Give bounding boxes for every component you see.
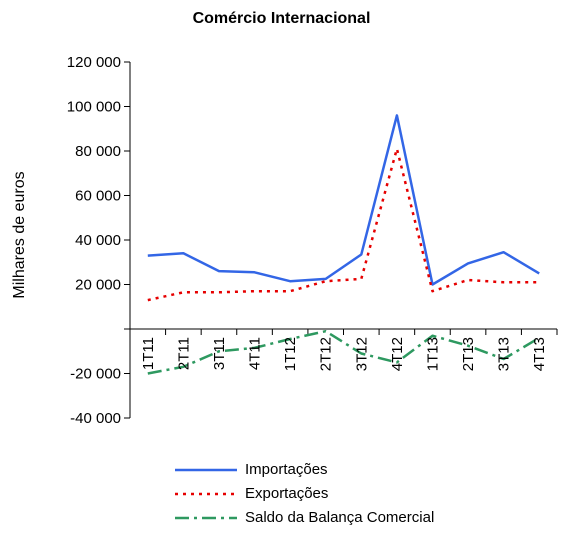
labels-layer: -40 000 -20 000 20 000 40 000 60 000 80 000 10… [11, 54, 548, 427]
y-tick-label: 100 000 [67, 99, 121, 116]
x-tick-label: 2T12 [318, 337, 335, 371]
legend-label-importacoes: Importações [245, 461, 328, 478]
series-line-0 [147, 114, 540, 286]
legend-label-exportacoes: Exportações [245, 485, 329, 502]
x-tick-label: 2T11 [175, 337, 192, 370]
axes [124, 61, 558, 419]
y-axis-title: Milhares de euros [11, 171, 28, 298]
y-tick-label: 20 000 [75, 277, 121, 294]
x-tick-label: 1T11 [140, 337, 157, 370]
y-tick-label: 80 000 [75, 143, 121, 160]
series-layer [147, 114, 540, 375]
x-tick-label: 3T11 [211, 337, 228, 370]
chart-title: Comércio Internacional [192, 10, 371, 27]
x-tick-label: 1T12 [282, 337, 299, 371]
legend-label-saldo: Saldo da Balança Comercial [245, 509, 435, 526]
y-tick-label: -40 000 [70, 410, 121, 427]
y-tick-label: 120 000 [67, 54, 121, 71]
x-tick-label: 3T13 [496, 337, 513, 371]
x-tick-label: 4T11 [247, 337, 264, 370]
x-tick-label: 1T13 [424, 337, 441, 371]
x-tick-label: 4T13 [531, 337, 548, 371]
x-tick-label: 4T12 [389, 337, 406, 371]
x-tick-label: 2T13 [460, 337, 477, 371]
series-line-1 [147, 147, 540, 302]
y-tick-label: -20 000 [70, 366, 121, 383]
series-line-2 [147, 329, 540, 375]
chart-canvas: -40 000 -20 000 20 000 40 000 60 000 80 000 10… [11, 54, 558, 427]
y-tick-label: 40 000 [75, 232, 121, 249]
x-tick-label: 3T12 [353, 337, 370, 371]
y-tick-label: 60 000 [75, 188, 121, 205]
